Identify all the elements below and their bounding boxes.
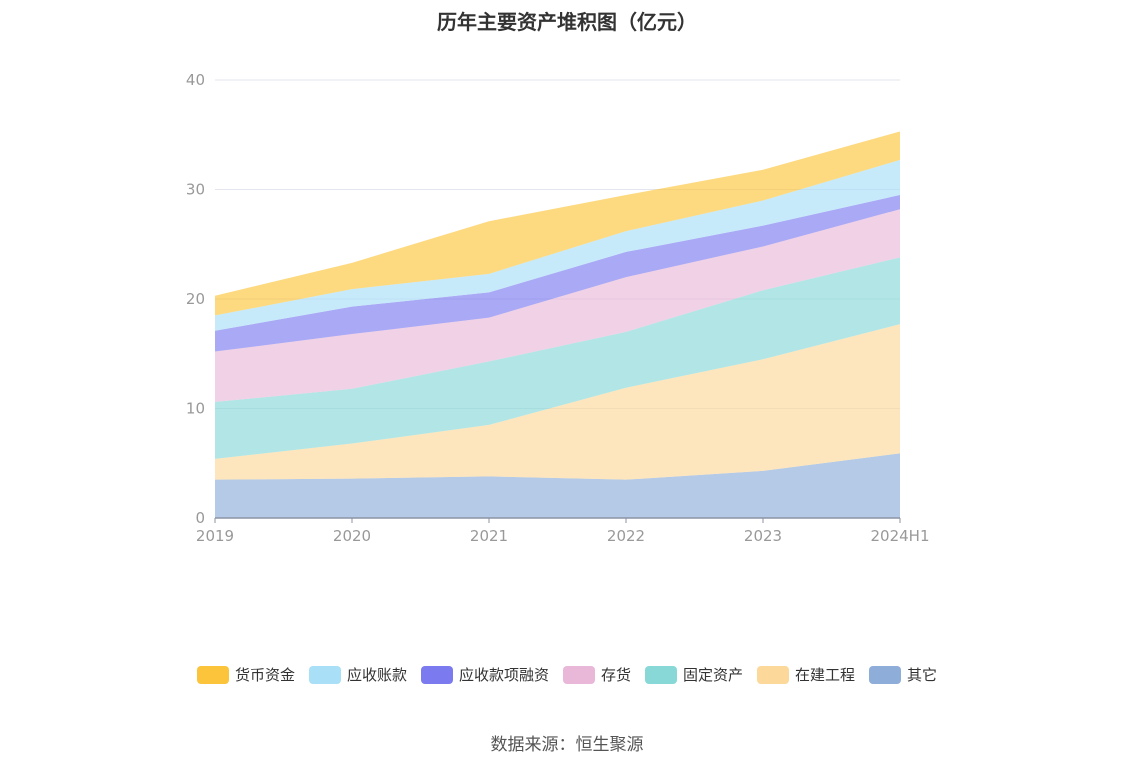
area-series-6 bbox=[215, 131, 900, 316]
legend-label: 固定资产 bbox=[683, 666, 744, 684]
x-tick-label: 2023 bbox=[744, 527, 782, 545]
legend-swatch bbox=[757, 665, 790, 684]
y-tick-label: 10 bbox=[186, 400, 205, 418]
legend-swatch bbox=[562, 665, 595, 684]
y-tick-label: 20 bbox=[186, 290, 205, 308]
legend-label: 货币资金 bbox=[234, 666, 295, 684]
x-tick-label: 2020 bbox=[333, 527, 371, 545]
legend-item[interactable]: 应收款项融资 bbox=[420, 664, 549, 685]
legend-label: 其它 bbox=[907, 666, 938, 684]
chart-legend: 货币资金 应收账款 应收款项融资 存货 固定资产 在建工程 其它 bbox=[0, 664, 1134, 685]
chart-plot: 0 10 20 30 40 2019 2020 2021 2022 2023 2024H1 bbox=[186, 71, 930, 545]
y-tick-label: 30 bbox=[186, 181, 205, 199]
area-series-1 bbox=[215, 324, 900, 480]
legend-label: 应收款项融资 bbox=[458, 666, 549, 684]
x-tick-label: 2019 bbox=[196, 527, 234, 545]
legend-item[interactable]: 其它 bbox=[869, 664, 937, 685]
legend-item[interactable]: 固定资产 bbox=[645, 664, 743, 685]
area-series-4 bbox=[215, 194, 900, 352]
data-source-label: 数据来源：恒生聚源 bbox=[490, 735, 644, 755]
chart-title: 历年主要资产堆积图（亿元） bbox=[437, 10, 697, 34]
area-series-0 bbox=[215, 453, 900, 518]
legend-item[interactable]: 在建工程 bbox=[757, 664, 855, 685]
x-tick-label: 2022 bbox=[607, 527, 645, 545]
area-series-2 bbox=[215, 257, 900, 459]
legend-item[interactable]: 应收账款 bbox=[308, 664, 407, 685]
legend-label: 在建工程 bbox=[795, 666, 856, 684]
legend-item[interactable]: 货币资金 bbox=[196, 664, 295, 685]
x-tick-label: 2024H1 bbox=[871, 527, 930, 545]
legend-swatch bbox=[869, 665, 902, 684]
area-series-3 bbox=[215, 209, 900, 402]
legend-swatch bbox=[196, 665, 229, 684]
area-series-5 bbox=[215, 159, 900, 331]
legend-item[interactable]: 存货 bbox=[562, 664, 631, 685]
y-tick-label: 40 bbox=[186, 71, 205, 89]
legend-swatch bbox=[308, 665, 341, 684]
legend-swatch bbox=[645, 665, 677, 684]
legend-label: 存货 bbox=[600, 666, 631, 684]
legend-swatch bbox=[420, 665, 453, 684]
legend-label: 应收账款 bbox=[346, 666, 407, 684]
x-tick-label: 2021 bbox=[470, 527, 508, 545]
y-tick-label: 0 bbox=[195, 509, 205, 527]
